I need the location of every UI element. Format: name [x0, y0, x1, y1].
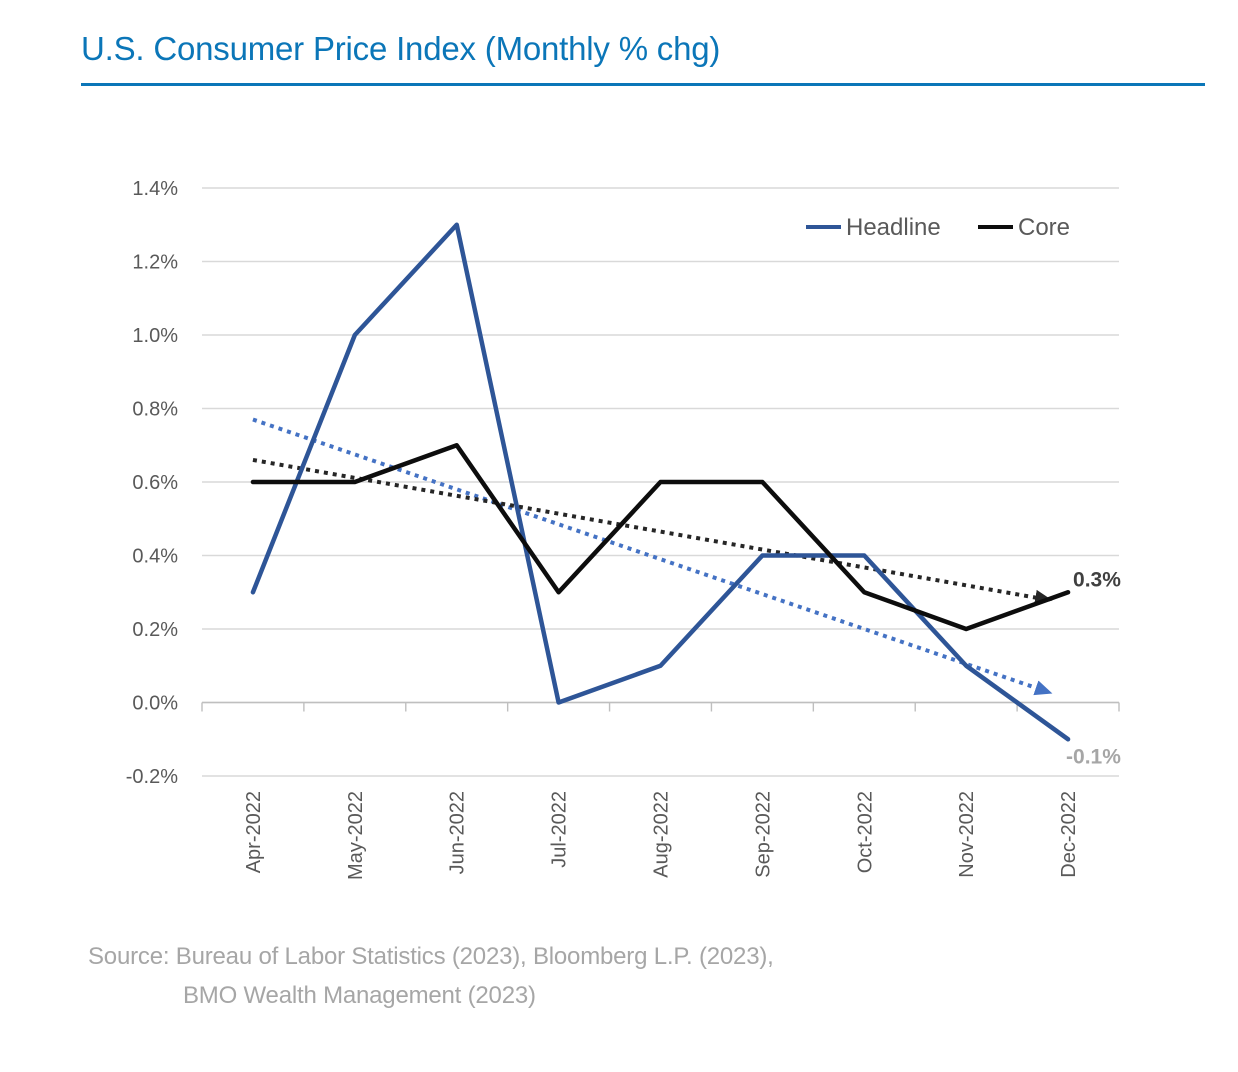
core-series-line [250, 443, 1071, 632]
x-tick-label: Nov-2022 [956, 791, 978, 878]
y-tick-label: 0.8% [132, 399, 178, 421]
x-tick-label: Sep-2022 [752, 791, 774, 878]
headline-series-line [250, 222, 1071, 742]
legend-headline-label: Headline [846, 214, 941, 241]
source-note: Source: Bureau of Labor Statistics (2023… [88, 937, 774, 1015]
y-tick-label: 0.6% [132, 472, 178, 494]
y-tick-label: 0.2% [132, 619, 178, 641]
y-tick-label: 0.4% [132, 546, 178, 568]
chart-title: U.S. Consumer Price Index (Monthly % chg… [81, 30, 721, 67]
x-tick-label: Apr-2022 [243, 791, 265, 873]
x-tick-label: Aug-2022 [651, 791, 673, 878]
x-tick-label: May-2022 [345, 791, 367, 880]
y-tick-label: 1.2% [132, 252, 178, 274]
y-tick-label: 1.4% [132, 178, 178, 200]
headline-end-value-label: -0.1% [1066, 745, 1121, 768]
x-tick-label: Dec-2022 [1058, 791, 1080, 878]
y-tick-label: 1.0% [132, 325, 178, 347]
title-underline [81, 83, 1205, 86]
y-tick-label: 0.0% [132, 693, 178, 715]
x-tick-label: Jul-2022 [549, 791, 571, 868]
legend-core-label: Core [1018, 214, 1070, 241]
x-tick-label: Jun-2022 [447, 791, 469, 874]
source-line-2: BMO Wealth Management (2023) [183, 982, 536, 1009]
y-tick-label: -0.2% [126, 766, 178, 788]
x-tick-label: Oct-2022 [854, 791, 876, 873]
core-end-value-label: 0.3% [1073, 568, 1121, 591]
core-trendline [252, 457, 1053, 606]
source-line-1: Source: Bureau of Labor Statistics (2023… [88, 943, 774, 970]
